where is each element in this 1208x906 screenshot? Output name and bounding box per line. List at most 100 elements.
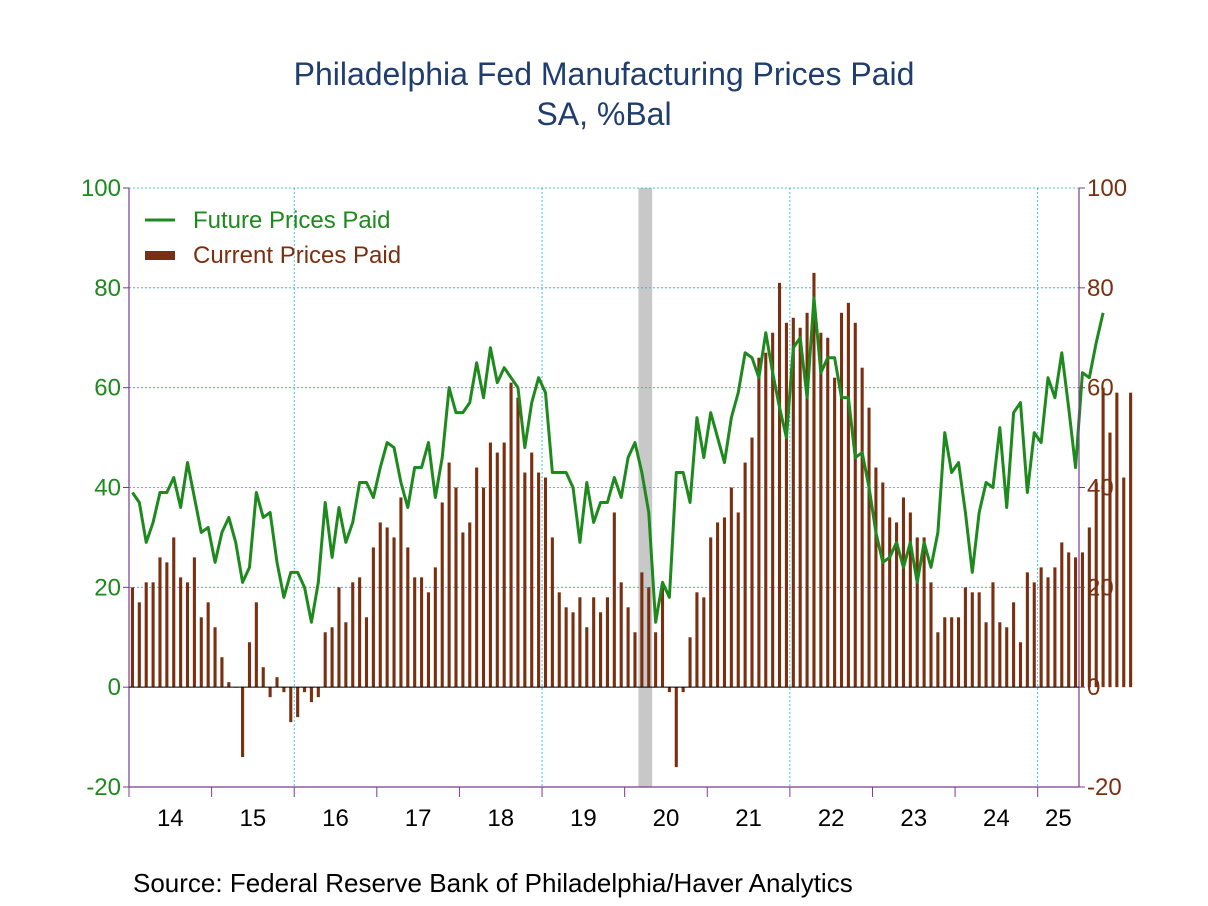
bar-current-prices-paid: [206, 602, 210, 688]
bar-current-prices-paid: [523, 472, 527, 688]
bar-current-prices-paid: [633, 632, 637, 688]
bar-current-prices-paid: [908, 512, 912, 688]
bar-current-prices-paid: [619, 582, 623, 688]
bar-current-prices-paid: [1025, 572, 1029, 688]
bar-current-prices-paid: [585, 627, 589, 688]
bar-current-prices-paid: [915, 537, 919, 688]
bar-current-prices-paid: [764, 352, 768, 688]
bar-current-prices-paid: [557, 592, 561, 688]
bar-current-prices-paid: [826, 337, 830, 688]
bar-current-prices-paid: [461, 532, 465, 688]
bar-current-prices-paid: [509, 382, 513, 688]
bar-current-prices-paid: [564, 607, 568, 688]
x-tick-label: 22: [818, 805, 845, 832]
bar-current-prices-paid: [736, 512, 740, 688]
bar-current-prices-paid: [309, 687, 313, 703]
bar-current-prices-paid: [695, 592, 699, 688]
bar-current-prices-paid: [454, 487, 458, 688]
bar-current-prices-paid: [130, 587, 134, 688]
bar-current-prices-paid: [275, 677, 279, 688]
bar-current-prices-paid: [991, 582, 995, 688]
bar-current-prices-paid: [1094, 482, 1098, 688]
bar-current-prices-paid: [1115, 392, 1119, 688]
bar-current-prices-paid: [929, 582, 933, 688]
bar-current-prices-paid: [420, 577, 424, 688]
x-tick-label: 19: [570, 805, 597, 832]
bar-current-prices-paid: [158, 557, 162, 688]
bar-current-prices-paid: [833, 377, 837, 688]
bar-current-prices-paid: [385, 527, 389, 688]
bar-current-prices-paid: [179, 577, 183, 688]
x-tick-label: 24: [983, 805, 1010, 832]
y-left-tick-label: 40: [94, 475, 121, 502]
bar-current-prices-paid: [337, 587, 341, 688]
legend-label-future-prices-paid: Future Prices Paid: [193, 207, 390, 234]
bar-current-prices-paid: [1101, 387, 1105, 688]
bar-current-prices-paid: [777, 282, 782, 688]
bar-current-prices-paid: [468, 522, 472, 688]
bar-current-prices-paid: [612, 512, 616, 688]
bar-current-prices-paid: [392, 537, 396, 688]
bar-current-prices-paid: [722, 517, 727, 688]
bar-current-prices-paid: [599, 612, 603, 688]
bar-current-prices-paid: [1032, 582, 1036, 688]
chart-subtitle: SA, %Bal: [536, 96, 672, 132]
bar-current-prices-paid: [901, 497, 906, 688]
bar-current-prices-paid: [998, 622, 1002, 688]
bar-current-prices-paid: [943, 617, 947, 688]
bar-current-prices-paid: [1067, 552, 1071, 688]
bar-current-prices-paid: [970, 592, 974, 688]
bar-current-prices-paid: [1018, 642, 1023, 688]
x-tick-label: 17: [405, 805, 432, 832]
x-tick-label: 18: [487, 805, 514, 832]
bar-current-prices-paid: [495, 452, 499, 688]
bar-current-prices-paid: [1087, 527, 1091, 688]
bar-current-prices-paid: [578, 597, 582, 688]
bar-current-prices-paid: [1122, 477, 1126, 688]
bar-current-prices-paid: [516, 397, 520, 688]
bar-current-prices-paid: [502, 442, 506, 688]
bar-current-prices-paid: [330, 627, 334, 688]
bar-current-prices-paid: [805, 312, 809, 688]
bar-current-prices-paid: [647, 587, 651, 688]
bar-current-prices-paid: [757, 357, 761, 688]
bar-current-prices-paid: [261, 667, 265, 688]
legend-label-current-prices-paid: Current Prices Paid: [193, 242, 401, 269]
y-right-tick-label: 60: [1087, 375, 1114, 402]
bar-current-prices-paid: [626, 607, 630, 688]
bar-current-prices-paid: [688, 637, 692, 688]
bar-current-prices-paid: [654, 632, 658, 688]
bar-current-prices-paid: [316, 687, 320, 698]
bar-current-prices-paid: [268, 687, 272, 698]
y-left-tick-label: 80: [94, 275, 121, 302]
bar-current-prices-paid: [963, 587, 967, 688]
bar-current-prices-paid: [846, 302, 850, 688]
x-tick-label: 14: [157, 805, 184, 832]
bar-current-prices-paid: [950, 617, 954, 688]
bar-current-prices-paid: [302, 687, 307, 693]
bar-current-prices-paid: [681, 687, 685, 693]
x-tick-label: 15: [240, 805, 267, 832]
bar-current-prices-paid: [881, 482, 885, 688]
bar-current-prices-paid: [413, 577, 417, 688]
bar-current-prices-paid: [874, 467, 878, 688]
bar-current-prices-paid: [1005, 627, 1009, 688]
y-right-tick-label: -20: [1087, 774, 1122, 801]
bar-current-prices-paid: [867, 407, 871, 688]
y-right-tick-label: 0: [1087, 674, 1100, 701]
legend-swatch-current-prices-paid: [145, 251, 175, 260]
bar-current-prices-paid: [1012, 602, 1016, 688]
bar-current-prices-paid: [481, 487, 486, 688]
source-note: Source: Federal Reserve Bank of Philadel…: [133, 868, 853, 898]
bar-current-prices-paid: [165, 562, 169, 688]
bar-current-prices-paid: [839, 312, 844, 688]
bar-current-prices-paid: [192, 557, 196, 688]
bar-current-prices-paid: [199, 617, 203, 688]
bar-current-prices-paid: [371, 547, 375, 688]
bar-current-prices-paid: [1129, 392, 1133, 688]
bar-current-prices-paid: [426, 592, 431, 688]
bar-current-prices-paid: [729, 487, 733, 688]
bar-current-prices-paid: [475, 467, 479, 688]
bar-current-prices-paid: [406, 547, 410, 688]
